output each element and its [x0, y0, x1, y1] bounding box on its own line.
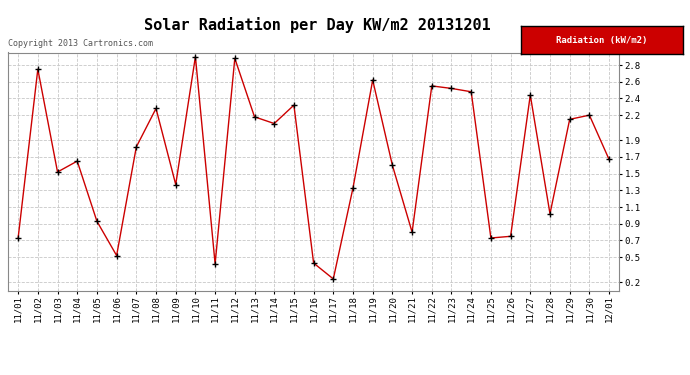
- Text: Solar Radiation per Day KW/m2 20131201: Solar Radiation per Day KW/m2 20131201: [144, 17, 491, 33]
- Text: Copyright 2013 Cartronics.com: Copyright 2013 Cartronics.com: [8, 39, 153, 48]
- Text: Radiation (kW/m2): Radiation (kW/m2): [556, 36, 648, 45]
